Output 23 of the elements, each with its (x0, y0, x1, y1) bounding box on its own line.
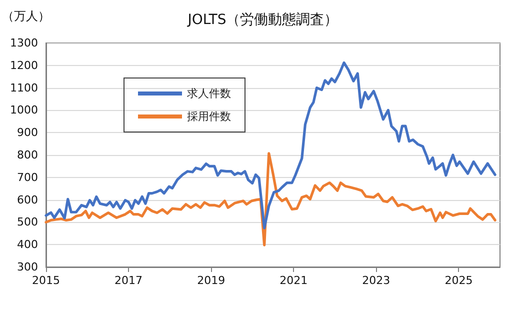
y-tick-label: 500 (17, 216, 38, 229)
y-tick-label: 1000 (10, 104, 38, 117)
x-tick-label: 2019 (197, 274, 226, 287)
y-tick-label: 400 (17, 238, 38, 252)
x-tick-label: 2025 (444, 274, 473, 287)
y-tick-label: 1100 (10, 81, 38, 94)
y-tick-label: 1200 (10, 58, 38, 72)
x-tick-label: 2017 (114, 274, 143, 287)
legend-label: 求人件数 (187, 87, 231, 100)
x-tick-label: 2023 (362, 274, 390, 287)
legend-label: 採用件数 (187, 110, 231, 123)
y-tick-label: 700 (17, 170, 38, 184)
y-axis-title: （万人） (2, 9, 50, 23)
x-tick-label: 2021 (280, 274, 308, 287)
y-tick-label: 600 (17, 193, 38, 206)
y-tick-label: 1300 (10, 36, 38, 50)
x-tick-label: 2015 (32, 274, 60, 287)
line-series (44, 61, 496, 230)
y-tick-label: 800 (17, 148, 38, 162)
chart-title: JOLTS（労働動態調査） (186, 12, 338, 28)
line-series (44, 152, 496, 246)
y-tick-label: 300 (17, 260, 38, 274)
y-tick-label: 900 (17, 126, 38, 140)
